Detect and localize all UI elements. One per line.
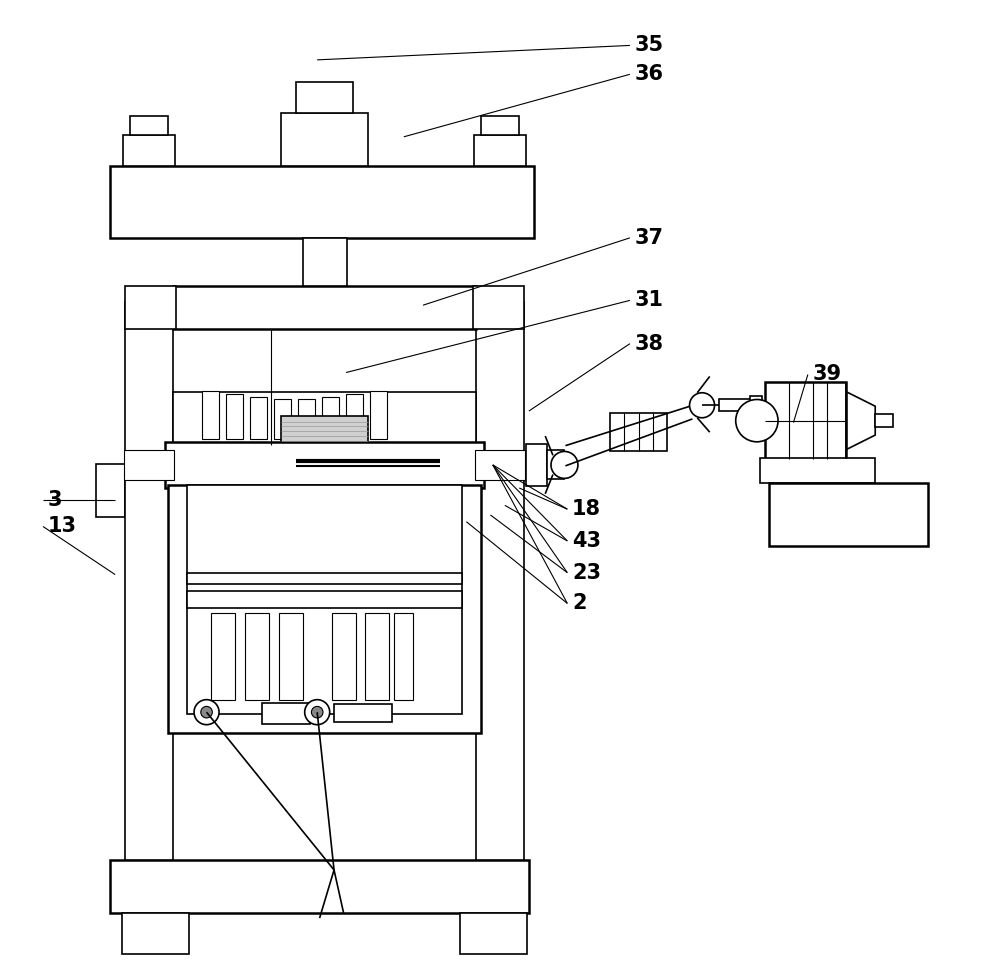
Bar — [168, 485, 481, 733]
Bar — [125, 286, 176, 329]
Bar — [122, 914, 189, 954]
Bar — [173, 391, 476, 445]
Bar — [130, 116, 168, 135]
Text: 43: 43 — [572, 531, 601, 550]
Bar — [110, 860, 529, 914]
Bar — [110, 166, 534, 238]
Bar — [765, 383, 846, 459]
Text: 13: 13 — [48, 516, 77, 537]
Text: 38: 38 — [635, 334, 664, 353]
Text: 2: 2 — [572, 593, 587, 614]
Bar — [262, 703, 310, 724]
Bar — [281, 113, 368, 166]
Bar — [226, 393, 243, 439]
Text: 3: 3 — [48, 490, 62, 509]
Bar — [187, 573, 462, 585]
Bar — [187, 590, 462, 608]
Bar — [96, 464, 125, 517]
Bar — [526, 444, 547, 486]
Bar — [165, 442, 484, 488]
Bar — [334, 705, 392, 722]
Circle shape — [690, 392, 715, 418]
Bar — [303, 238, 347, 286]
Bar — [610, 413, 667, 452]
Bar — [123, 135, 175, 166]
Bar — [332, 613, 356, 700]
Bar — [187, 485, 462, 714]
Circle shape — [305, 700, 330, 724]
Bar — [346, 393, 363, 439]
Circle shape — [736, 399, 778, 442]
Bar — [202, 390, 219, 439]
Bar — [298, 399, 315, 439]
Bar — [125, 303, 173, 860]
Text: 36: 36 — [635, 64, 664, 84]
Bar — [365, 613, 389, 700]
Bar — [719, 399, 750, 411]
Bar — [475, 450, 525, 480]
Text: 39: 39 — [813, 364, 842, 385]
Bar — [460, 914, 527, 954]
Bar — [547, 451, 564, 479]
Text: 18: 18 — [572, 499, 601, 519]
Text: 31: 31 — [635, 291, 664, 310]
Bar — [875, 414, 893, 427]
Bar — [245, 613, 269, 700]
Circle shape — [551, 452, 578, 478]
Text: 37: 37 — [635, 227, 664, 248]
Bar — [769, 483, 928, 546]
Bar — [250, 396, 267, 439]
Circle shape — [201, 707, 212, 718]
Bar — [370, 390, 387, 439]
Bar — [476, 303, 524, 860]
Bar — [760, 458, 875, 483]
Bar — [173, 286, 476, 329]
Text: 23: 23 — [572, 563, 601, 583]
Bar — [296, 82, 353, 113]
Bar — [750, 395, 762, 415]
Bar — [473, 286, 524, 329]
Bar — [281, 416, 368, 445]
Polygon shape — [846, 391, 875, 450]
Bar — [394, 613, 413, 700]
Text: 35: 35 — [635, 35, 664, 56]
Bar — [274, 399, 291, 439]
Bar — [124, 450, 174, 480]
Circle shape — [311, 707, 323, 718]
Bar — [481, 116, 519, 135]
Bar — [474, 135, 526, 166]
Bar — [279, 613, 303, 700]
Circle shape — [194, 700, 219, 724]
Bar — [211, 613, 235, 700]
Bar — [322, 396, 339, 439]
